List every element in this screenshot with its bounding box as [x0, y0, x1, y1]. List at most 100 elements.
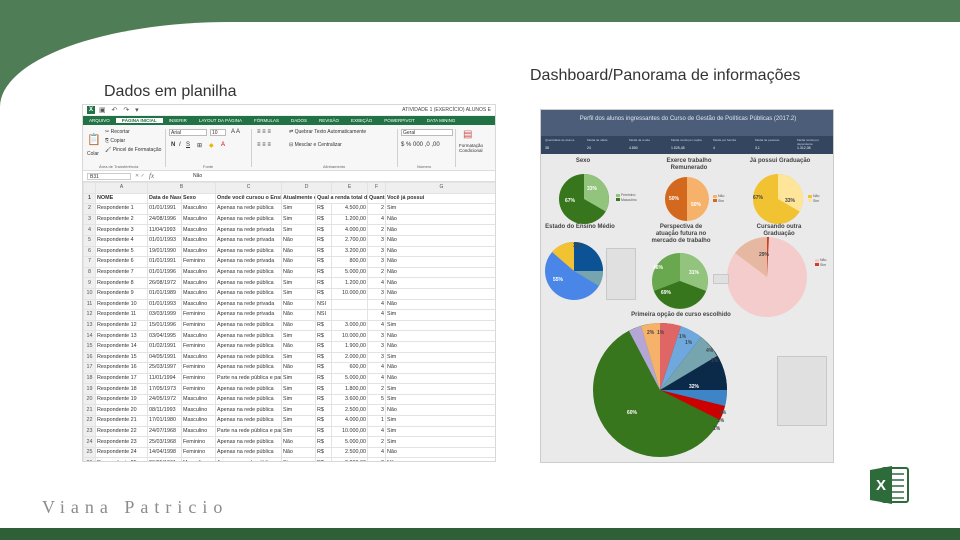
bold-button[interactable]: N — [171, 142, 176, 148]
font-size-select[interactable]: 10 — [210, 129, 226, 136]
table-cell[interactable]: 2.700,00 — [331, 234, 368, 247]
table-cell[interactable]: Respondente 8 — [95, 277, 148, 289]
row-header[interactable]: 25 — [83, 446, 96, 459]
table-cell[interactable] — [331, 309, 368, 321]
table-cell[interactable] — [331, 298, 368, 311]
row-header[interactable]: 19 — [83, 383, 96, 395]
grow-font-icon[interactable]: A A — [231, 129, 241, 135]
table-cell[interactable]: 10.000,00 — [331, 287, 368, 300]
table-cell[interactable]: 3.600,00 — [331, 393, 368, 406]
table-cell[interactable]: Sim — [281, 425, 316, 438]
table-cell[interactable]: R$ — [315, 287, 332, 300]
table-cell[interactable]: Não — [281, 309, 316, 321]
row-header[interactable]: 5 — [83, 234, 96, 247]
table-cell[interactable]: 26/08/1972 — [147, 277, 182, 289]
table-cell[interactable]: Respondente 9 — [95, 287, 148, 300]
table-cell[interactable]: Feminino — [181, 340, 216, 353]
table-cell[interactable]: Feminino — [181, 319, 216, 332]
table-cell[interactable]: Apenas na rede pública — [215, 436, 282, 448]
table-cell[interactable]: 01/01/1996 — [147, 266, 182, 279]
table-cell[interactable]: Respondente 16 — [95, 362, 148, 374]
ribbon-tab[interactable]: POWERPIVOT — [384, 118, 415, 123]
table-cell[interactable]: Sim — [281, 213, 316, 226]
table-cell[interactable]: 01/01/1991 — [147, 256, 182, 268]
ribbon-tab[interactable]: LAYOUT DA PÁGINA — [198, 118, 242, 123]
table-cell[interactable]: Não — [385, 372, 495, 385]
table-cell[interactable]: 2 — [367, 266, 386, 279]
table-cell[interactable]: 24/07/1968 — [147, 425, 182, 438]
table-cell[interactable]: Apenas na rede privada — [215, 224, 282, 236]
table-cell[interactable]: 14/04/1998 — [147, 446, 182, 459]
table-cell[interactable]: Apenas na rede pública — [215, 457, 282, 461]
table-cell[interactable]: 4 — [367, 319, 386, 332]
table-cell[interactable]: 19/01/1990 — [147, 245, 182, 258]
table-cell[interactable]: Não — [385, 245, 495, 258]
table-cell[interactable]: 4.500,00 — [331, 203, 368, 215]
table-cell[interactable]: 3 — [367, 256, 386, 268]
table-cell[interactable]: 01/02/1991 — [147, 340, 182, 353]
table-cell[interactable]: Sim — [281, 277, 316, 289]
table-cell[interactable]: Não — [385, 287, 495, 300]
table-cell[interactable]: 2 — [367, 224, 386, 236]
table-cell[interactable]: Respondente 23 — [95, 436, 148, 448]
table-cell[interactable]: 1.200,00 — [331, 277, 368, 289]
table-cell[interactable]: Respondente 17 — [95, 372, 148, 385]
table-cell[interactable]: Apenas na rede pública — [215, 319, 282, 332]
row-header[interactable]: 3 — [83, 213, 96, 226]
conditional-format-icon[interactable]: ▤ — [463, 129, 473, 140]
table-cell[interactable]: 4 — [367, 446, 386, 459]
table-cell[interactable]: 11/01/1994 — [147, 372, 182, 385]
table-cell[interactable]: Masculino — [181, 266, 216, 279]
table-cell[interactable]: Feminino — [181, 446, 216, 459]
ribbon-tab[interactable]: DADOS — [291, 118, 308, 123]
header-cell[interactable]: Atualmente exerce — [281, 192, 316, 205]
row-header[interactable]: 10 — [83, 287, 96, 300]
table-cell[interactable]: 3 — [367, 245, 386, 258]
format-painter-button[interactable]: 🖌 Pincel de Formatação — [105, 147, 162, 153]
table-cell[interactable]: 10.000,00 — [331, 425, 368, 438]
ribbon-tab[interactable]: INSERIR — [168, 118, 187, 123]
borders-icon[interactable]: ⊞ — [197, 143, 203, 149]
table-cell[interactable]: 25/03/1968 — [147, 436, 182, 448]
table-cell[interactable]: NSI — [315, 309, 332, 321]
table-cell[interactable]: Respondente 13 — [95, 330, 148, 342]
header-cell[interactable]: Data de Nascimento — [147, 192, 182, 205]
table-cell[interactable]: Não — [281, 319, 316, 332]
table-cell[interactable]: Não — [385, 224, 495, 236]
table-cell[interactable]: Sim — [385, 319, 495, 332]
table-cell[interactable]: R$ — [315, 362, 332, 374]
table-cell[interactable]: R$ — [315, 330, 332, 342]
table-cell[interactable]: 26/05/1961 — [147, 457, 182, 461]
table-cell[interactable]: Respondente 12 — [95, 319, 148, 332]
table-cell[interactable]: 04/05/1991 — [147, 351, 182, 364]
fx-icon[interactable]: fx — [149, 172, 155, 180]
name-box[interactable]: B31 — [87, 173, 131, 180]
copy-button[interactable]: ⎘ Copiar — [105, 138, 126, 144]
italic-button[interactable]: I — [179, 142, 181, 148]
table-cell[interactable]: Respondente 7 — [95, 266, 148, 279]
table-cell[interactable]: 3 — [367, 340, 386, 353]
table-cell[interactable]: 1.200,00 — [331, 213, 368, 226]
table-cell[interactable]: Masculino — [181, 330, 216, 342]
table-cell[interactable]: Sim — [385, 425, 495, 438]
table-cell[interactable]: Respondente 20 — [95, 404, 148, 417]
fill-color-icon[interactable]: ◆ — [209, 143, 214, 149]
table-cell[interactable]: R$ — [315, 393, 332, 406]
table-cell[interactable]: Apenas na rede pública — [215, 393, 282, 406]
table-cell[interactable]: Apenas na rede pública — [215, 383, 282, 395]
row-header[interactable]: 26 — [83, 457, 96, 461]
row-header[interactable]: 18 — [83, 372, 96, 385]
table-cell[interactable]: 2.000,00 — [331, 351, 368, 364]
formula-input[interactable]: Não — [193, 173, 203, 179]
table-cell[interactable]: Respondente 25 — [95, 457, 148, 461]
row-header[interactable]: 13 — [83, 319, 96, 332]
row-header[interactable]: 1 — [83, 192, 96, 205]
table-cell[interactable]: R$ — [315, 457, 332, 461]
table-cell[interactable]: 600,00 — [331, 362, 368, 374]
table-cell[interactable]: 3 — [367, 351, 386, 364]
table-cell[interactable]: Respondente 5 — [95, 245, 148, 258]
table-cell[interactable]: 4 — [367, 425, 386, 438]
table-cell[interactable]: Feminino — [181, 362, 216, 374]
table-cell[interactable]: 2 — [367, 436, 386, 448]
table-cell[interactable]: 4.000,00 — [331, 224, 368, 236]
